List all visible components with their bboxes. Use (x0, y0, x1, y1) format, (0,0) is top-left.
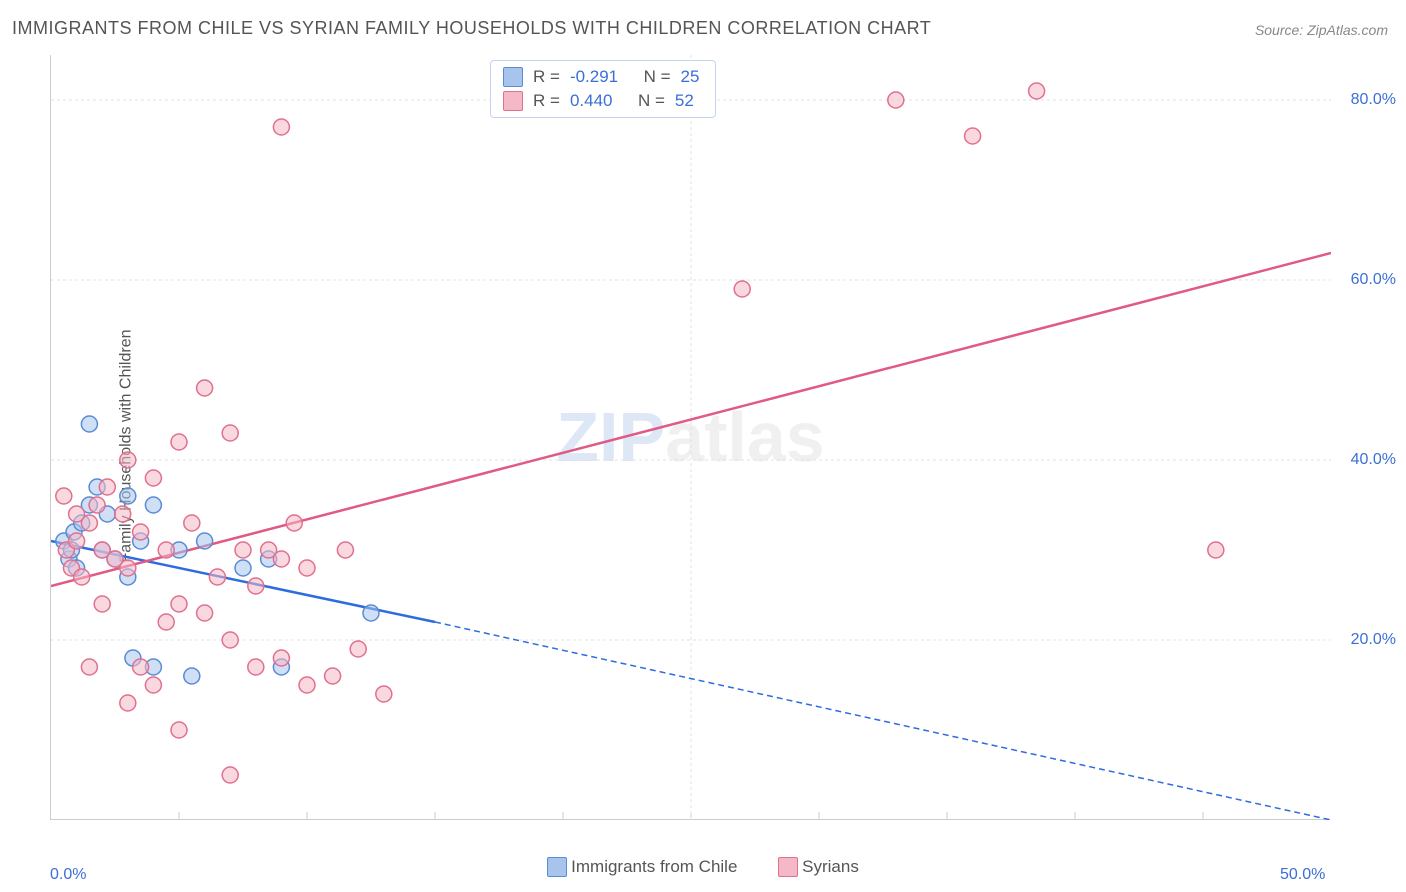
chart-container: IMMIGRANTS FROM CHILE VS SYRIAN FAMILY H… (0, 0, 1406, 892)
legend-stats: R = -0.291 N = 25 R = 0.440 N = 52 (490, 60, 716, 118)
legend-stats-row-1: R = -0.291 N = 25 (503, 65, 703, 89)
legend-series: Immigrants from Chile Syrians (0, 857, 1406, 882)
n-label: N = (644, 65, 671, 89)
r-label: R = (533, 89, 560, 113)
n-value-syrians: 52 (675, 89, 694, 113)
plot-svg (51, 55, 1331, 820)
y-tick-label: 80.0% (1351, 91, 1396, 109)
legend-stats-row-2: R = 0.440 N = 52 (503, 89, 703, 113)
r-value-chile: -0.291 (570, 65, 618, 89)
x-tick-label: 0.0% (50, 866, 86, 884)
legend-label-syrians: Syrians (802, 857, 859, 877)
x-tick-label: 50.0% (1280, 866, 1325, 884)
legend-swatch-syrians-bottom (778, 857, 798, 877)
n-value-chile: 25 (681, 65, 700, 89)
legend-swatch-syrians (503, 91, 523, 111)
legend-label-chile: Immigrants from Chile (571, 857, 737, 877)
legend-item-syrians: Syrians (778, 857, 859, 877)
n-label: N = (638, 89, 665, 113)
plot-area: ZIPatlas (50, 55, 1330, 820)
y-tick-label: 40.0% (1351, 451, 1396, 469)
source-attribution: Source: ZipAtlas.com (1255, 22, 1388, 38)
chart-title: IMMIGRANTS FROM CHILE VS SYRIAN FAMILY H… (12, 18, 931, 39)
legend-swatch-chile (503, 67, 523, 87)
r-label: R = (533, 65, 560, 89)
legend-swatch-chile-bottom (547, 857, 567, 877)
r-value-syrians: 0.440 (570, 89, 613, 113)
legend-item-chile: Immigrants from Chile (547, 857, 737, 877)
y-tick-label: 60.0% (1351, 271, 1396, 289)
y-tick-label: 20.0% (1351, 631, 1396, 649)
